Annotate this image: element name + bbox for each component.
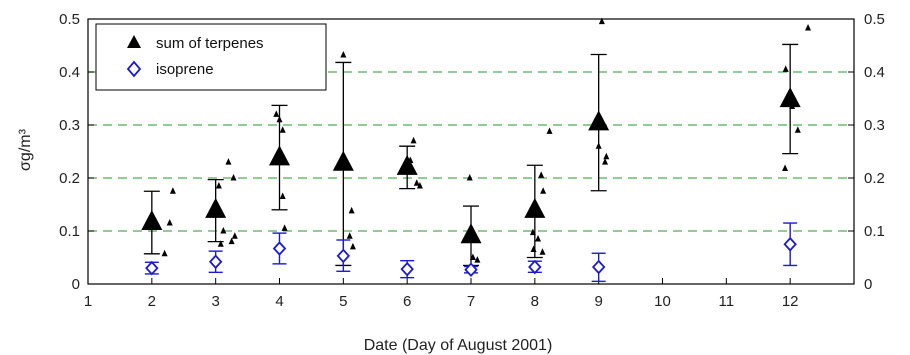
terpenes-point	[396, 154, 418, 175]
legend-isoprene-marker	[126, 60, 142, 78]
x-tick-label: 8	[531, 293, 539, 310]
x-tick-label: 2	[148, 293, 156, 310]
x-tick-label: 12	[782, 293, 799, 310]
raw-point	[166, 219, 173, 226]
x-tick-label: 11	[719, 293, 735, 310]
isoprene-point	[591, 259, 606, 275]
legend: sum of terpenes isoprene	[95, 23, 327, 91]
terpenes-point	[779, 87, 801, 108]
terpenes-point	[141, 210, 163, 231]
raw-point	[805, 24, 812, 31]
raw-point	[598, 17, 605, 25]
raw-point	[161, 249, 168, 257]
raw-point	[546, 127, 553, 134]
y-axis-title: σg/m³	[17, 128, 34, 171]
isoprene-point	[272, 241, 287, 256]
raw-point	[225, 158, 232, 165]
raw-point	[228, 237, 235, 245]
raw-point	[410, 136, 417, 144]
x-tick-label: 10	[654, 293, 671, 310]
y-tick-label-left: 0.5	[59, 11, 80, 28]
raw-point	[340, 51, 347, 58]
x-tick-label: 6	[403, 293, 411, 310]
x-tick-label: 1	[84, 293, 92, 310]
raw-point	[231, 232, 238, 239]
legend-terpenes-marker	[127, 35, 141, 48]
raw-point	[348, 206, 355, 214]
raw-point	[169, 187, 176, 194]
raw-point	[413, 179, 420, 186]
legend-isoprene-label: isoprene	[156, 61, 214, 78]
raw-point	[602, 158, 609, 165]
raw-point	[530, 245, 537, 253]
raw-point	[474, 256, 481, 263]
raw-point	[538, 171, 545, 178]
raw-point	[230, 174, 237, 181]
raw-point	[217, 240, 224, 247]
isoprene-point	[783, 236, 797, 252]
y-tick-label-right: 0	[864, 276, 872, 293]
raw-point	[535, 234, 542, 242]
raw-point	[466, 174, 473, 181]
terpenes-point	[588, 110, 610, 131]
y-tick-label-right: 0.1	[864, 223, 885, 240]
terpenes-point	[269, 145, 290, 166]
raw-point	[215, 181, 222, 189]
raw-point	[540, 187, 547, 194]
x-tick-label: 5	[339, 293, 347, 310]
terpenes-point	[205, 197, 227, 218]
x-tick-label: 3	[211, 293, 219, 310]
y-tick-label-left: 0.1	[59, 223, 80, 240]
raw-point	[279, 192, 286, 200]
raw-point	[794, 126, 801, 133]
raw-point	[782, 65, 789, 72]
terpenes-point	[460, 223, 482, 244]
raw-point	[281, 224, 288, 231]
raw-point	[349, 242, 356, 250]
raw-point	[782, 164, 789, 171]
y-tick-label-left: 0.3	[59, 117, 80, 134]
raw-point	[539, 248, 546, 255]
raw-point	[603, 152, 610, 160]
isoprene-point	[336, 248, 351, 264]
isoprene-point	[208, 254, 223, 270]
legend-box	[95, 23, 327, 91]
y-tick-label-right: 0.2	[864, 170, 885, 187]
x-tick-label: 7	[467, 293, 475, 310]
x-tick-label: 4	[275, 293, 283, 310]
y-tick-label-left: 0.4	[59, 64, 80, 81]
y-tick-label-right: 0.4	[864, 64, 885, 81]
legend-terpenes-label: sum of terpenes	[156, 35, 264, 52]
isoprene-point	[400, 261, 414, 277]
raw-point	[346, 232, 353, 239]
isoprene-point	[528, 259, 542, 275]
isoprene-point	[464, 262, 478, 278]
x-tick-label: 9	[594, 293, 602, 310]
y-tick-label-right: 0.5	[864, 11, 885, 28]
terpenes-point	[332, 150, 354, 171]
y-tick-label-right: 0.3	[864, 117, 885, 134]
isoprene-point	[145, 260, 159, 276]
raw-point	[220, 227, 227, 234]
y-tick-label-left: 0	[72, 276, 80, 293]
raw-point	[273, 110, 280, 117]
raw-point	[416, 181, 423, 189]
raw-point	[279, 126, 286, 133]
x-axis-title: Date (Day of August 2001)	[364, 337, 553, 354]
terpenes-point	[524, 197, 546, 218]
y-tick-label-left: 0.2	[59, 170, 80, 187]
